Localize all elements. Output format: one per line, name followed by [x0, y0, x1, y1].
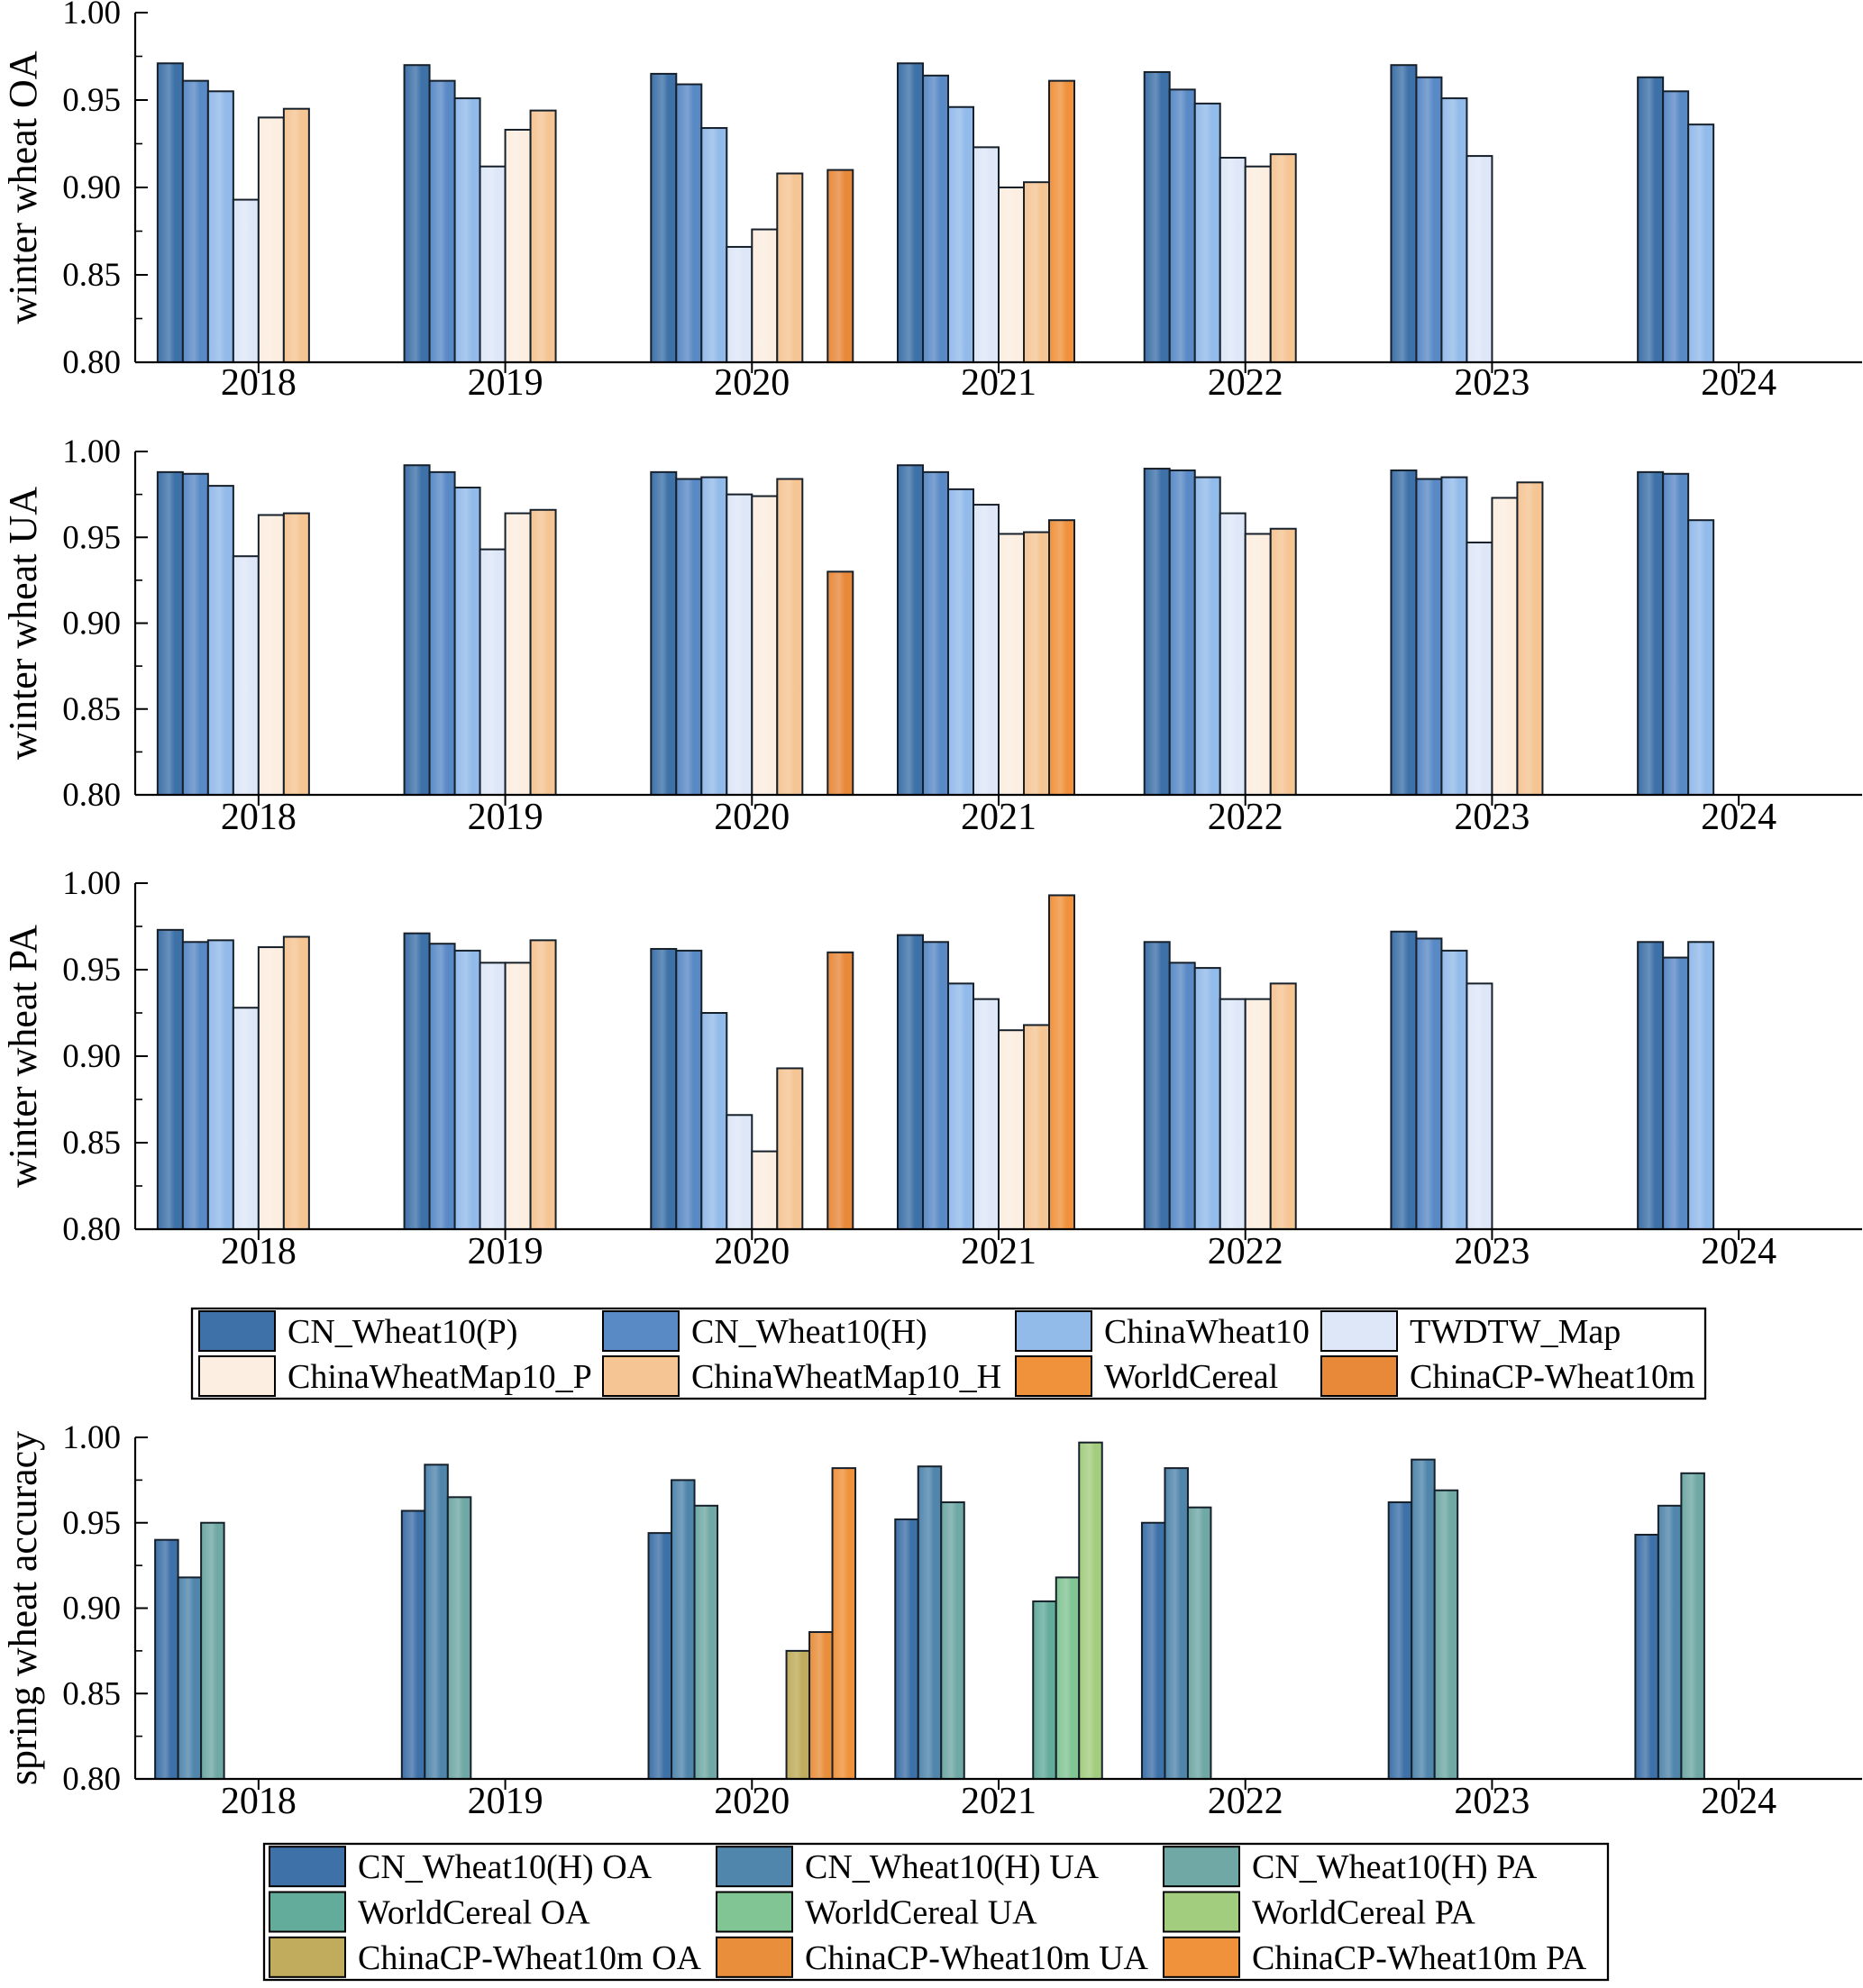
svg-text:2023: 2023 [1454, 362, 1530, 404]
svg-text:WorldCereal UA: WorldCereal UA [805, 1894, 1037, 1932]
svg-text:0.85: 0.85 [62, 691, 121, 728]
svg-text:2020: 2020 [714, 1781, 790, 1822]
svg-text:ChinaWheatMap10_P: ChinaWheatMap10_P [288, 1358, 592, 1396]
svg-text:2018: 2018 [221, 797, 297, 838]
svg-text:2019: 2019 [468, 1231, 543, 1272]
svg-text:2022: 2022 [1208, 362, 1283, 404]
svg-text:0.95: 0.95 [62, 82, 121, 119]
svg-text:ChinaCP-Wheat10m OA: ChinaCP-Wheat10m OA [358, 1939, 702, 1977]
svg-text:0.90: 0.90 [62, 606, 121, 643]
svg-text:2019: 2019 [468, 362, 543, 404]
svg-text:2018: 2018 [221, 1231, 297, 1272]
svg-text:0.85: 0.85 [62, 257, 121, 294]
svg-text:1.00: 1.00 [62, 1419, 121, 1456]
svg-text:WorldCereal OA: WorldCereal OA [358, 1894, 590, 1932]
svg-text:2019: 2019 [468, 1781, 543, 1822]
svg-text:0.85: 0.85 [62, 1675, 121, 1712]
svg-text:2021: 2021 [961, 1781, 1037, 1822]
svg-text:2024: 2024 [1701, 797, 1776, 838]
svg-text:2021: 2021 [961, 797, 1037, 838]
svg-text:ChinaCP-Wheat10m: ChinaCP-Wheat10m [1410, 1358, 1695, 1396]
svg-text:0.80: 0.80 [62, 777, 121, 814]
svg-text:2018: 2018 [221, 1781, 297, 1822]
svg-text:2021: 2021 [961, 1231, 1037, 1272]
svg-text:1.00: 1.00 [62, 0, 121, 32]
svg-text:2023: 2023 [1454, 797, 1530, 838]
svg-text:1.00: 1.00 [62, 865, 121, 902]
svg-text:CN_Wheat10(P): CN_Wheat10(P) [288, 1313, 517, 1351]
svg-text:ChinaWheat10: ChinaWheat10 [1104, 1313, 1310, 1351]
svg-text:WorldCereal PA: WorldCereal PA [1252, 1894, 1475, 1932]
svg-text:0.80: 0.80 [62, 1761, 121, 1798]
svg-text:1.00: 1.00 [62, 433, 121, 470]
svg-text:2023: 2023 [1454, 1781, 1530, 1822]
svg-text:2018: 2018 [221, 362, 297, 404]
svg-text:ChinaWheatMap10_H: ChinaWheatMap10_H [691, 1358, 1001, 1396]
svg-text:0.95: 0.95 [62, 519, 121, 556]
svg-text:2020: 2020 [714, 797, 790, 838]
svg-text:CN_Wheat10(H) PA: CN_Wheat10(H) PA [1252, 1848, 1538, 1886]
svg-text:CN_Wheat10(H) UA: CN_Wheat10(H) UA [805, 1848, 1100, 1886]
svg-text:2022: 2022 [1208, 1781, 1283, 1822]
svg-text:2022: 2022 [1208, 1231, 1283, 1272]
svg-text:2020: 2020 [714, 1231, 790, 1272]
svg-text:2024: 2024 [1701, 1781, 1776, 1822]
svg-text:winter wheat UA: winter wheat UA [1, 487, 45, 760]
svg-text:0.85: 0.85 [62, 1125, 121, 1162]
svg-text:TWDTW_Map: TWDTW_Map [1410, 1313, 1621, 1351]
svg-text:winter wheat OA: winter wheat OA [1, 50, 45, 324]
svg-text:0.90: 0.90 [62, 1591, 121, 1628]
svg-text:0.95: 0.95 [62, 952, 121, 989]
svg-text:0.95: 0.95 [62, 1505, 121, 1542]
svg-text:2022: 2022 [1208, 797, 1283, 838]
svg-text:ChinaCP-Wheat10m UA: ChinaCP-Wheat10m UA [805, 1939, 1149, 1977]
svg-text:CN_Wheat10(H) OA: CN_Wheat10(H) OA [358, 1848, 653, 1886]
svg-text:CN_Wheat10(H): CN_Wheat10(H) [691, 1313, 927, 1351]
svg-text:2024: 2024 [1701, 1231, 1776, 1272]
svg-text:0.80: 0.80 [62, 1211, 121, 1248]
svg-text:0.90: 0.90 [62, 169, 121, 206]
svg-text:0.90: 0.90 [62, 1038, 121, 1075]
svg-text:2021: 2021 [961, 362, 1037, 404]
svg-text:2023: 2023 [1454, 1231, 1530, 1272]
svg-text:spring wheat accuracy: spring wheat accuracy [1, 1431, 45, 1785]
svg-text:2024: 2024 [1701, 362, 1776, 404]
svg-text:0.80: 0.80 [62, 344, 121, 381]
svg-text:ChinaCP-Wheat10m PA: ChinaCP-Wheat10m PA [1252, 1939, 1587, 1977]
svg-text:WorldCereal: WorldCereal [1104, 1358, 1278, 1396]
svg-text:2020: 2020 [714, 362, 790, 404]
svg-text:winter wheat PA: winter wheat PA [1, 925, 45, 1188]
svg-text:2019: 2019 [468, 797, 543, 838]
